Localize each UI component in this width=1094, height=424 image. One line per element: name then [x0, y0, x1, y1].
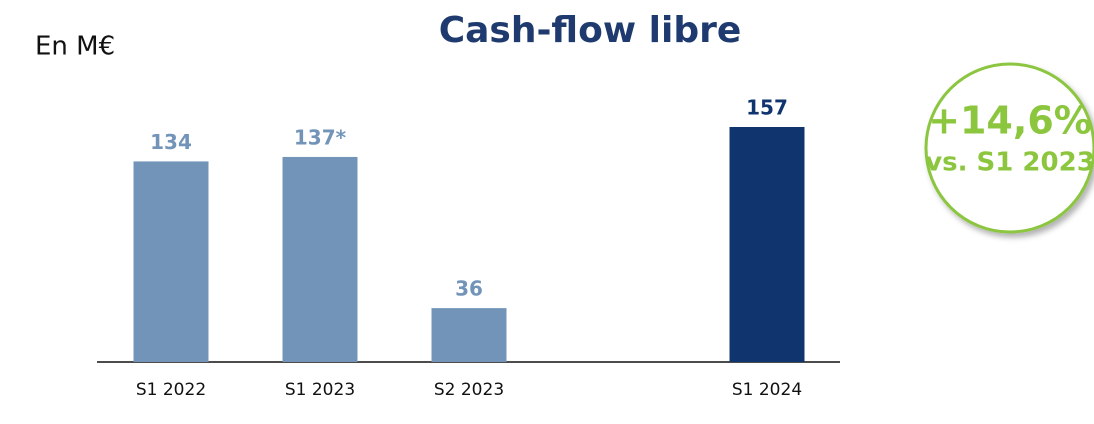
badge-caption: vs. S1 2023 [925, 148, 1094, 178]
value-label: 36 [455, 277, 483, 301]
bar [729, 127, 805, 362]
chart-title: Cash-flow libre [439, 10, 742, 51]
unit-label: En M€ [35, 32, 115, 62]
badge-value: +14,6% [928, 99, 1092, 143]
bar [431, 308, 507, 362]
bar [133, 161, 209, 362]
value-label: 137* [294, 125, 347, 149]
x-tick-label: S1 2024 [732, 380, 802, 400]
x-tick-label: S1 2022 [136, 380, 206, 400]
x-tick-label: S1 2023 [285, 380, 355, 400]
bar [282, 156, 358, 362]
value-label: 134 [150, 130, 192, 154]
badge [924, 62, 1094, 234]
value-label: 157 [746, 96, 788, 120]
x-tick-label: S2 2023 [434, 380, 504, 400]
